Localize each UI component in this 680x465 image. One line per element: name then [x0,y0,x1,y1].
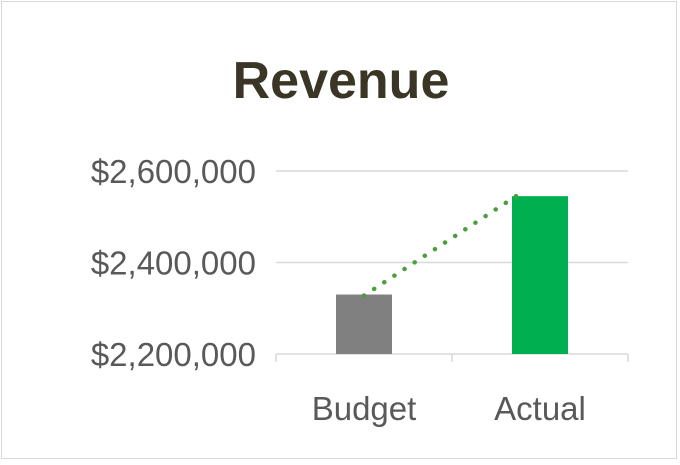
y-tick-label: $2,200,000 [91,336,256,373]
connector-line [361,193,519,298]
bars [336,196,568,354]
chart-frame: Revenue $2,200,000 $2,400,000 $2,600,000 B… [1,1,677,459]
x-tick-label: Budget [312,390,417,427]
y-tick-label: $2,600,000 [91,153,256,190]
x-axis [275,353,629,362]
x-axis-ticks: Budget Actual [312,390,586,427]
connector-dotted-line [361,193,519,298]
bar-budget [336,294,392,354]
x-tick-label: Actual [494,390,586,427]
y-tick-label: $2,400,000 [91,245,256,282]
chart-title: Revenue [233,52,450,110]
bar-actual [512,196,568,354]
gridlines [276,170,628,264]
revenue-chart: Revenue $2,200,000 $2,400,000 $2,600,000 B… [91,52,629,427]
y-axis-ticks: $2,200,000 $2,400,000 $2,600,000 [91,153,256,373]
